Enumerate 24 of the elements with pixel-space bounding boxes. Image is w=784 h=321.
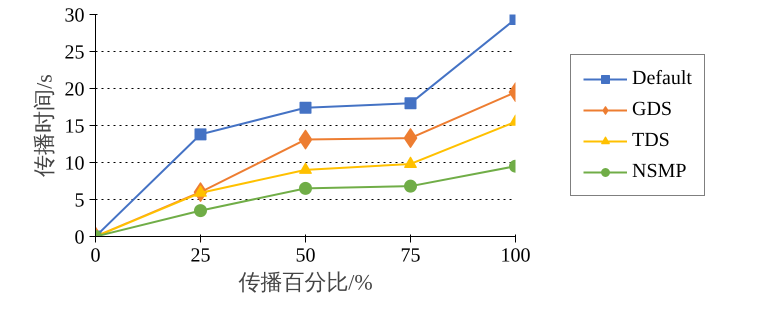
y-tick-label: 10 xyxy=(64,152,84,174)
x-tick-label: 0 xyxy=(90,244,100,266)
y-tick-label: 0 xyxy=(74,226,84,248)
x-tick-label: 100 xyxy=(500,244,530,266)
x-tick-label: 50 xyxy=(296,244,316,266)
point xyxy=(404,180,417,193)
legend-label: TDS xyxy=(632,129,670,152)
y-tick-label: 30 xyxy=(64,4,84,26)
x-tick-label: 75 xyxy=(400,244,420,266)
x-axis-title: 传播百分比/% xyxy=(238,270,373,294)
point xyxy=(194,128,206,140)
y-tick-label: 20 xyxy=(64,78,84,100)
y-tick-label: 25 xyxy=(64,42,84,64)
point xyxy=(300,102,312,114)
legend-label: NSMP xyxy=(632,160,686,183)
y-tick-label: 5 xyxy=(74,190,84,212)
y-tick-label: 15 xyxy=(64,116,84,138)
legend-label: GDS xyxy=(632,98,672,121)
point xyxy=(404,97,416,110)
x-tick-label: 25 xyxy=(190,244,210,266)
point xyxy=(194,204,207,218)
y-axis-title: 传播时间/s xyxy=(32,74,56,177)
point xyxy=(299,182,312,195)
legend-label: Default xyxy=(632,67,692,90)
